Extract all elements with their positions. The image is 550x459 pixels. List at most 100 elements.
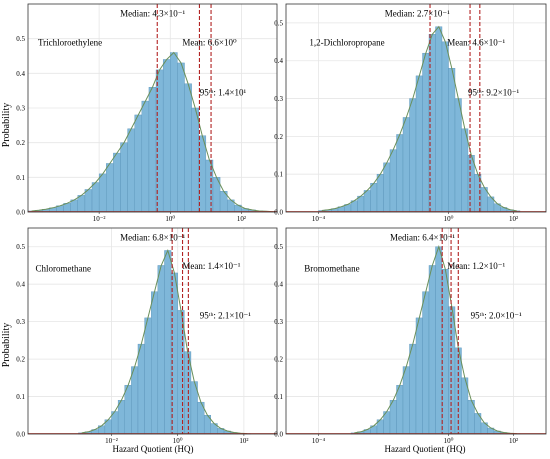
histogram-bar [70, 199, 79, 213]
plot-frame [285, 3, 547, 213]
chart-panel-4: 0.0 0.1 0.2 0.3 0.4 0.5 10⁻⁴ 10⁰ 10² Bromomethane… [274, 227, 547, 445]
y-tick-label: 0.5 [16, 35, 25, 43]
mean-label: Mean: 1.4×10⁻¹ [182, 261, 240, 271]
histogram-bar [376, 173, 384, 213]
median-label: Median: 4.3×10⁻¹ [120, 8, 185, 18]
x-tick-label: 10⁻⁴ [312, 215, 326, 223]
x-tick-label: 10² [237, 215, 246, 223]
histogram-bar [127, 128, 135, 213]
histogram-bar [389, 149, 397, 213]
histogram-bar [461, 128, 469, 213]
p95-label: 95ᵗʰ: 9.2×10⁻¹ [468, 88, 519, 98]
histogram-bar [151, 291, 159, 435]
histogram-bar [148, 86, 157, 213]
x-tick-label: 10⁰ [173, 437, 183, 445]
histogram-bar [184, 83, 192, 213]
histogram-bar [84, 189, 93, 213]
chart-panel-3: 0.0 0.1 0.2 0.3 0.4 0.5 10⁻² 10⁰ 10² Chloromethan… [16, 227, 278, 445]
y-tick-label: 0.1 [16, 393, 25, 401]
histogram-bar [435, 246, 443, 435]
x-tick-label: 10⁻² [105, 437, 118, 445]
histogram-bar [124, 385, 132, 435]
chart-panel-1: 0.0 0.1 0.2 0.3 0.4 0.5 10⁻² 10⁰ 10² Trichloroeth… [16, 3, 278, 223]
y-tick-label: 0.1 [274, 171, 283, 179]
x-tick-label: 10⁻² [93, 215, 106, 223]
figure-ylabel: Probability [1, 103, 12, 147]
histogram-bar [157, 265, 165, 435]
panel-title: 1,2-Dichloropropane [309, 38, 384, 48]
histogram-bar [164, 250, 172, 435]
histogram-bar [383, 162, 391, 213]
histogram-bar [402, 366, 410, 435]
histogram-bar [177, 310, 185, 435]
histogram-bar [120, 142, 128, 213]
histogram-bar [117, 400, 125, 435]
y-tick-label: 0.3 [274, 318, 283, 326]
figure-xlabel: Hazard Quotient (HQ) [113, 444, 194, 454]
histogram-bar [191, 107, 199, 213]
histogram-bar [435, 26, 443, 213]
y-tick-label: 0.4 [16, 70, 25, 78]
x-tick-label: 10² [239, 437, 248, 445]
x-tick-label: 10⁰ [165, 215, 175, 223]
histogram-bar [370, 183, 378, 213]
mean-label: Mean: 4.6×10⁻¹ [447, 38, 505, 48]
histogram-bar [402, 117, 410, 213]
y-tick-label: 0.3 [16, 318, 25, 326]
fit-curve [81, 249, 248, 435]
p95-label: 95ᵗʰ: 2.0×10⁻¹ [471, 311, 522, 321]
histogram-bar [177, 62, 185, 213]
plot-frame [27, 3, 278, 213]
y-tick-label: 0.2 [274, 133, 283, 141]
y-tick-label: 0.4 [274, 57, 283, 65]
plot-frame [27, 227, 278, 435]
y-tick-label: 0.1 [274, 393, 283, 401]
chart-panel-2: 0.0 0.1 0.2 0.3 0.4 0.5 10⁻⁴ 10⁰ 10² 1,2-Dichloro… [274, 3, 547, 223]
median-label: Median: 6.4×10⁻¹ [390, 232, 455, 242]
histogram-bar [141, 100, 150, 213]
figure-ylabel-lower: Probability [1, 323, 12, 367]
histogram-bar [205, 159, 214, 213]
histogram-bar [170, 52, 178, 213]
y-tick-label: 0.0 [274, 209, 283, 217]
y-tick-label: 0.2 [16, 139, 25, 147]
y-tick-label: 0.5 [16, 243, 25, 251]
histogram-bar [448, 306, 456, 435]
histogram-bar [409, 343, 417, 435]
histogram-bar [389, 400, 397, 435]
histogram-bar [396, 134, 404, 213]
y-tick-label: 0.0 [16, 209, 25, 217]
histogram-bar [131, 366, 139, 435]
p95-label: 95ᵗʰ: 2.1×10⁻¹ [200, 311, 251, 321]
fit-curve [321, 25, 517, 212]
histogram-bar [113, 152, 121, 213]
y-tick-label: 0.1 [16, 174, 25, 182]
histogram-bar [409, 98, 417, 213]
histogram-bar [448, 68, 456, 213]
histogram-bar [415, 317, 423, 435]
histogram-bar [91, 182, 100, 213]
fit-curve [31, 51, 274, 213]
y-tick-label: 0.2 [16, 356, 25, 364]
histogram-bar [428, 265, 436, 435]
y-tick-label: 0.0 [16, 431, 25, 439]
y-tick-label: 0.3 [16, 105, 25, 113]
plot-frame [285, 227, 547, 435]
x-tick-label: 10² [509, 215, 518, 223]
y-tick-label: 0.0 [274, 431, 283, 439]
panel-title: Bromomethane [304, 263, 360, 273]
median-label: Median: 6.8×10⁻¹ [120, 232, 185, 242]
mean-label: Mean: 1.2×10⁻¹ [447, 261, 505, 271]
histogram-bar [357, 195, 365, 213]
histogram-bar [98, 173, 107, 213]
histogram-bar [77, 195, 86, 213]
x-tick-label: 10² [509, 437, 518, 445]
histogram-bar [162, 59, 171, 213]
mean-label: Mean: 6.6×10⁰ [182, 38, 237, 48]
histogram-bar [441, 41, 449, 213]
histogram-bar [106, 163, 114, 213]
panel-title: Trichloroethylene [38, 38, 102, 48]
y-tick-label: 0.4 [274, 281, 283, 289]
p95-label: 95ᵗʰ: 1.4×10¹ [200, 88, 247, 98]
